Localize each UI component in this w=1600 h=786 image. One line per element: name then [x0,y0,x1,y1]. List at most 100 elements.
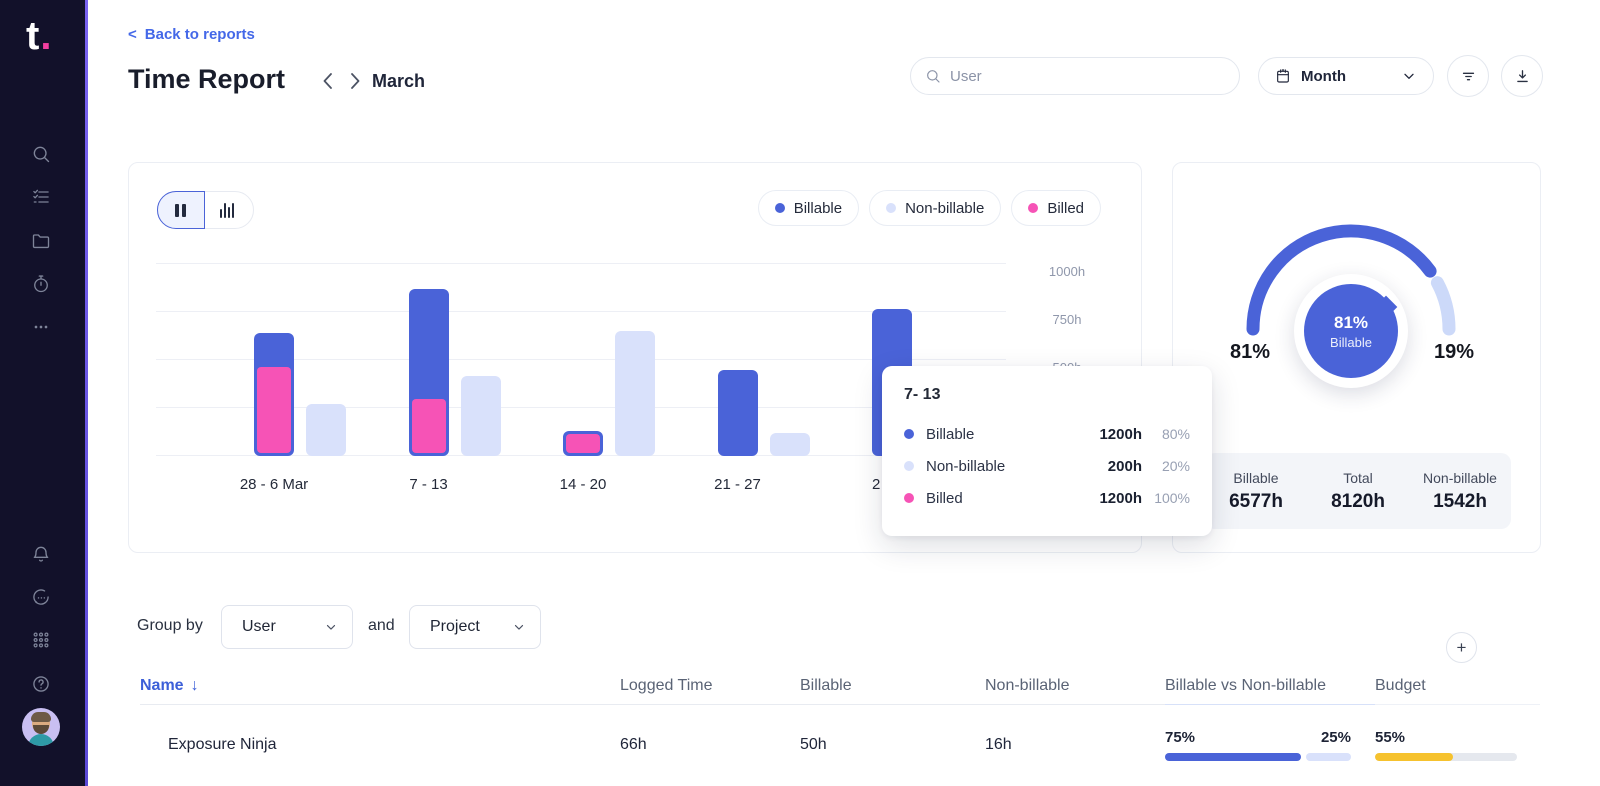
y-axis-tick: 1000h [1048,264,1086,279]
download-button[interactable] [1501,55,1543,97]
chevron-down-icon [1404,73,1414,79]
search-icon [927,70,940,83]
gauge-non-billable-percent: 19% [1433,341,1475,363]
grouped-bars-toggle[interactable] [204,191,252,229]
back-to-reports-link[interactable]: < Back to reports [128,26,255,43]
avatar-shirt [28,734,54,746]
bar-plot[interactable]: 28 - 6 Mar 7 - 13 14 - 20 21 - 27 2 [156,216,1006,493]
legend-chip-billable[interactable]: Billable [757,190,860,226]
table-row[interactable]: Exposure Ninja 66h 50h 16h 75% 25% 55% [140,705,1540,785]
user-search-input[interactable] [950,67,1225,85]
column-header-budget[interactable]: Budget [1375,668,1540,705]
x-axis-label: 28 - 6 Mar [239,476,309,493]
filter-button[interactable] [1447,55,1489,97]
period-select-value: Month [1301,67,1346,85]
non-billable-bar[interactable] [615,331,655,456]
billable-bar[interactable] [563,431,603,456]
help-icon[interactable] [21,664,61,704]
billable-bar[interactable] [408,288,449,456]
tooltip-row-billed: Billed 1200h 100% [904,482,1190,514]
download-icon [1516,69,1528,82]
tooltip-row-non-billable: Non-billable 200h 20% [904,450,1190,482]
non-billable-bar[interactable] [306,404,346,456]
period-select-dropdown[interactable]: Month [1258,57,1434,95]
legend-chip-billed[interactable]: Billed [1011,190,1101,226]
billable-progress-bar [1165,753,1301,761]
tooltip-row-billable: Billable 1200h 80% [904,418,1190,450]
calendar-icon [1277,69,1289,83]
billable-vs-non-billable-bars: 75% 25% [1165,729,1351,761]
gridline [156,359,1006,360]
billable-pct-label: 75% [1165,729,1196,746]
time-report-table: Name ↓ Logged Time Billable Non-billable… [140,668,1540,785]
non-billable-dot-icon [886,203,897,213]
gauge-billable-percent: 81% [1229,341,1271,363]
y-axis-tick: 750h [1052,312,1082,327]
next-period-button[interactable] [344,70,366,92]
chart-view-toggle [157,191,254,229]
non-billable-bar[interactable] [769,432,810,456]
billable-bar[interactable] [254,333,294,456]
column-header-name[interactable]: Name ↓ [140,668,620,705]
more-icon[interactable] [21,307,61,347]
row-logged-time: 66h [620,736,647,753]
back-link-label: Back to reports [144,26,255,43]
billable-bar[interactable] [717,369,758,456]
logo-dot: . [40,14,53,58]
row-name: Exposure Ninja [168,736,277,753]
chevron-right-icon [350,73,359,89]
legend-chip-non-billable[interactable]: Non-billable [869,190,1002,226]
notifications-bell-icon[interactable] [21,534,61,574]
row-non-billable: 16h [985,736,1012,753]
x-axis-label: 14 - 20 [559,476,607,493]
column-header-non-billable[interactable]: Non-billable [985,668,1165,705]
group-by-first-dropdown[interactable]: User [221,605,353,649]
group-by-second-dropdown[interactable]: Project [409,605,541,649]
filter-icon [1462,72,1474,80]
billable-dot-icon [774,203,785,213]
tasks-icon[interactable] [21,177,61,217]
chart-tooltip: 7- 13 Billable 1200h 80% Non-billable 20… [882,366,1212,536]
gauge-center-bubble: 81% Billable [1304,284,1398,378]
stacked-bars-toggle[interactable] [157,191,205,229]
billed-bar [566,434,600,453]
back-chevron-icon: < [128,26,137,43]
current-period-label: March [372,71,426,91]
user-avatar[interactable] [22,708,60,746]
support-chat-icon[interactable] [21,577,61,617]
x-axis-label: 7 - 13 [409,476,448,493]
add-column-button[interactable]: + [1446,632,1477,663]
billed-bar [411,399,446,453]
app-logo[interactable]: t. [26,14,52,59]
column-header-logged-time[interactable]: Logged Time [620,668,800,705]
user-search-field [910,57,1240,95]
budget-bar: 55% [1375,729,1517,761]
non-billable-dot-icon [904,461,914,471]
row-billable: 50h [800,736,827,753]
sort-arrow-icon: ↓ [190,677,199,694]
non-billable-bar[interactable] [460,376,501,456]
chevron-left-icon [323,73,332,89]
page-title: Time Report [128,64,286,94]
apps-grid-icon[interactable] [21,620,61,660]
tooltip-title: 7- 13 [904,386,941,403]
projects-folder-icon[interactable] [21,221,61,261]
timer-icon[interactable] [21,264,61,304]
previous-period-button[interactable] [316,70,338,92]
budget-progress-fill [1375,753,1454,761]
search-icon[interactable] [21,134,61,174]
gauge-arc-billable [1246,224,1437,336]
stacked-bars-icon [175,203,187,217]
chevron-down-icon [514,624,524,630]
column-header-billable[interactable]: Billable [800,668,985,705]
billed-bar [257,366,291,453]
chevron-down-icon [326,624,336,630]
x-axis-label: 2 [872,476,881,493]
column-header-billable-vs-non-billable[interactable]: Billable vs Non-billable [1165,668,1375,705]
stat-total: Total 8120h [1331,469,1385,512]
billable-dot-icon [904,429,914,439]
hours-summary-panel: Billable 6577h Total 8120h Non-billable … [1205,453,1511,529]
x-axis-label: 21 - 27 [714,476,761,493]
gauge-center-percent: 81% [1333,312,1369,332]
chart-legend: Billable Non-billable Billed [757,190,1101,226]
